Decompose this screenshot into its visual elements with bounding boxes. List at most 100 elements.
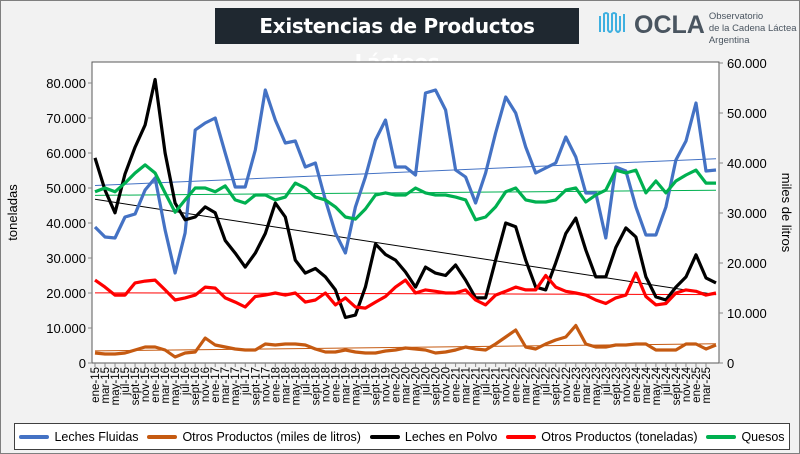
legend-swatch — [147, 434, 178, 439]
x-tick-label: may-19 — [350, 367, 362, 405]
y-tick-label: 20.000 — [46, 286, 86, 301]
legend-swatch — [506, 434, 537, 439]
x-tick-label: sept-24 — [671, 366, 683, 405]
y2-tick-label: 20.000 — [727, 256, 767, 271]
x-tick-label: may-20 — [411, 367, 423, 405]
x-tick-label: ene-15 — [90, 367, 102, 403]
x-tick-label: nov-21 — [501, 367, 513, 402]
chart-legend: Leches Fluidas Otros Productos (miles de … — [14, 423, 790, 450]
legend-label: Quesos — [741, 429, 785, 444]
y-tick-label: 0 — [79, 356, 86, 371]
x-tick-label: ene-18 — [270, 367, 282, 403]
x-tick-label: may-21 — [471, 367, 483, 405]
y-tick-label: 30.000 — [46, 251, 86, 266]
series-line-quesos — [94, 163, 716, 222]
legend-item: Quesos — [706, 429, 785, 444]
x-tick-label: jul-15 — [120, 367, 132, 396]
x-tick-label: may-23 — [591, 367, 603, 405]
x-tick-label: may-22 — [531, 367, 543, 405]
x-tick-label: may-16 — [170, 367, 182, 405]
x-tick-label: nov-22 — [561, 367, 573, 402]
legend-item: Otros Productos (toneladas) — [506, 429, 698, 444]
x-tick-label: jul-20 — [421, 367, 433, 396]
x-tick-label: mar-15 — [100, 367, 112, 403]
x-tick-label: sept-22 — [551, 367, 563, 405]
x-tick-label: ene-19 — [330, 367, 342, 403]
x-tick-label: sept-15 — [130, 367, 142, 405]
x-tick-label: jul-24 — [661, 366, 673, 396]
x-tick-label: mar-19 — [340, 367, 352, 403]
x-tick-label: ene-17 — [210, 367, 222, 403]
y2-axis-label: miles de litros — [779, 173, 794, 253]
x-tick-label: nov-17 — [260, 367, 272, 402]
x-tick-label: nov-19 — [380, 367, 392, 402]
x-tick-label: sept-18 — [310, 367, 322, 405]
x-tick-label: jul-18 — [300, 367, 312, 396]
x-tick-label: sept-23 — [611, 367, 623, 405]
legend-swatch — [369, 434, 400, 439]
x-tick-label: mar-21 — [461, 367, 473, 403]
x-tick-label: sept-17 — [250, 367, 262, 405]
trendline-0 — [94, 158, 717, 187]
x-tick-label: mar-20 — [401, 367, 413, 403]
x-tick-label: mar-18 — [280, 367, 292, 403]
legend-label: Leches Fluidas — [54, 429, 139, 444]
x-tick-label: mar-22 — [521, 367, 533, 403]
x-tick-label: ene-22 — [511, 367, 523, 403]
ocla-wave-icon — [599, 12, 625, 33]
logo-name: OCLA — [634, 11, 705, 39]
y2-tick-label: 30.000 — [727, 206, 767, 221]
x-tick-label: mar-16 — [160, 367, 172, 403]
y2-tick-label: 60.000 — [727, 56, 767, 71]
x-tick-label: nov-15 — [140, 367, 152, 402]
x-tick-label: ene-25 — [691, 367, 703, 403]
series-line-leches-en-polvo — [93, 77, 717, 320]
logo-line3: Argentina — [708, 35, 750, 46]
legend-swatch — [19, 434, 50, 439]
x-tick-label: jul-22 — [541, 367, 553, 396]
y2-tick-label: 0 — [727, 356, 734, 371]
legend-item: Leches Fluidas — [19, 429, 139, 444]
x-tick-label: jul-17 — [240, 367, 252, 396]
y-tick-label: 70.000 — [46, 111, 86, 126]
x-tick-label: nov-16 — [200, 367, 212, 402]
x-tick-label: mar-24 — [641, 366, 653, 403]
series-line-otros-productos-miles-de-litros- — [94, 323, 717, 359]
x-tick-label: nov-18 — [320, 367, 332, 402]
x-tick-label: jul-23 — [601, 367, 613, 396]
series-line-otros-productos-toneladas- — [94, 271, 717, 310]
x-tick-label: mar-25 — [701, 367, 713, 403]
y-tick-label: 60.000 — [46, 146, 86, 161]
x-tick-label: sept-19 — [370, 367, 382, 405]
y2-tick-label: 40.000 — [727, 156, 767, 171]
logo-line1: Observatorio — [708, 11, 764, 22]
x-tick-label: ene-23 — [571, 367, 583, 403]
x-tick-label: mar-23 — [581, 367, 593, 403]
x-tick-label: ene-21 — [451, 367, 463, 403]
y-tick-label: 10.000 — [46, 321, 86, 336]
legend-swatch — [706, 434, 737, 439]
x-tick-label: may-18 — [290, 367, 302, 405]
ocla-logo: OCLA Observatorio de la Cadena Láctea Ar… — [598, 10, 797, 46]
x-tick-label: may-15 — [110, 367, 122, 405]
legend-item: Leches en Polvo — [369, 429, 498, 444]
x-tick-label: sept-16 — [190, 367, 202, 405]
legend-item: Otros Productos (miles de litros) — [147, 430, 361, 444]
y-tick-label: 40.000 — [46, 216, 86, 231]
legend-label: Otros Productos (miles de litros) — [182, 429, 361, 444]
x-tick-label: jul-19 — [360, 367, 372, 396]
y-tick-label: 80.000 — [46, 76, 86, 91]
y-tick-label: 50.000 — [46, 181, 86, 196]
x-tick-label: sept-20 — [431, 367, 443, 405]
x-tick-label: ene-24 — [631, 366, 643, 402]
x-tick-label: jul-16 — [180, 367, 192, 396]
series-line-leches-fluidas — [93, 88, 717, 275]
logo-line2: de la Cadena Láctea — [708, 23, 797, 34]
x-tick-label: ene-16 — [150, 367, 162, 403]
legend-label: Leches en Polvo — [404, 429, 498, 444]
legend-label: Otros Productos (toneladas) — [541, 429, 698, 444]
plot-area — [91, 61, 720, 364]
x-tick-label: ene-20 — [390, 367, 402, 403]
x-tick-label: mar-17 — [220, 367, 232, 403]
